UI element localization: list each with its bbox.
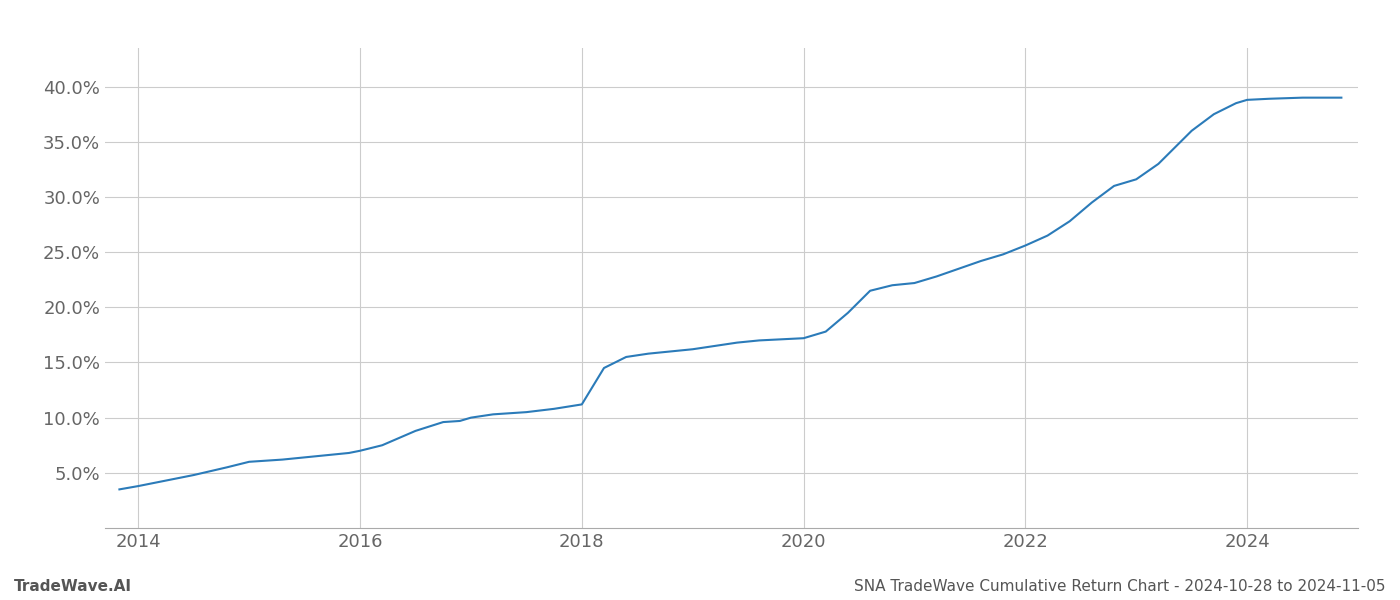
Text: TradeWave.AI: TradeWave.AI bbox=[14, 579, 132, 594]
Text: SNA TradeWave Cumulative Return Chart - 2024-10-28 to 2024-11-05: SNA TradeWave Cumulative Return Chart - … bbox=[854, 579, 1386, 594]
